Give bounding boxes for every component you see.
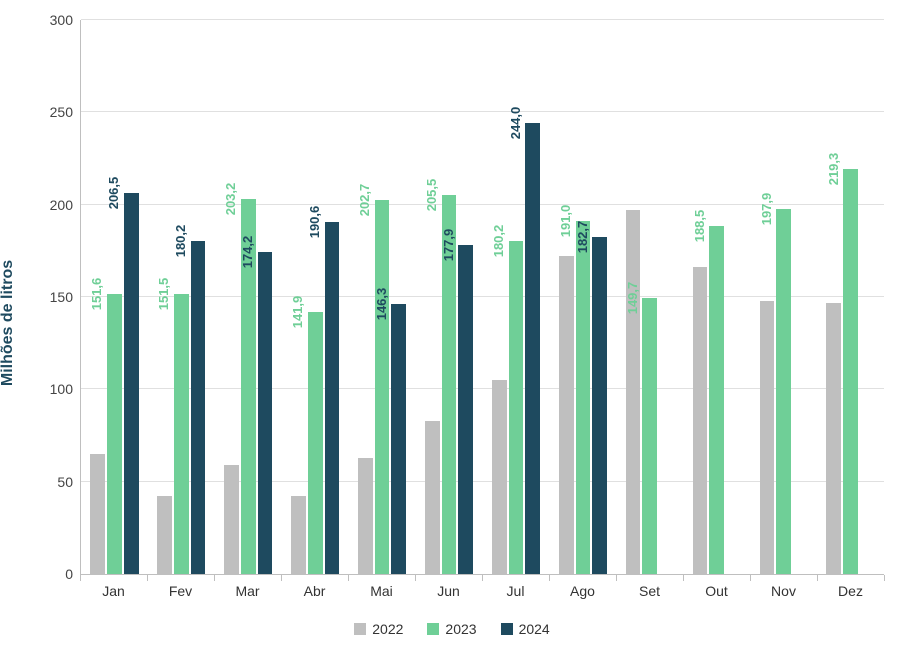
bar: [157, 496, 172, 574]
bar-value-label: 205,5: [424, 178, 439, 211]
bar: 206,5: [124, 193, 139, 574]
bar-value-label: 182,7: [575, 220, 590, 253]
x-axis-label: Nov: [771, 583, 796, 599]
legend-swatch-2022: [354, 623, 366, 635]
y-axis-title: Milhões de litros: [0, 259, 17, 385]
legend-swatch-2023: [427, 623, 439, 635]
bar: 151,5: [174, 294, 189, 574]
bar-value-label: 206,5: [106, 176, 121, 209]
bar-value-label: 149,7: [625, 281, 640, 314]
legend-swatch-2024: [501, 623, 513, 635]
bar-value-label: 191,0: [558, 205, 573, 238]
chart-container: Milhões de litros 0 50 100 150 200 250 300 151,…: [0, 0, 904, 645]
bar-value-label: 197,9: [759, 192, 774, 225]
bar: [760, 301, 775, 574]
x-axis-label: Mar: [235, 583, 259, 599]
x-axis-label: Dez: [838, 583, 863, 599]
legend-item-2024: 2024: [501, 621, 550, 637]
x-axis-label: Abr: [304, 583, 326, 599]
bar-value-label: 202,7: [357, 183, 372, 216]
x-tick: [817, 575, 818, 581]
bar-value-label: 219,3: [826, 153, 841, 186]
bar-value-label: 180,2: [491, 225, 506, 258]
bar: 182,7: [592, 237, 607, 574]
bar: 180,2: [191, 241, 206, 574]
bar: [626, 210, 641, 574]
y-tick-label: 50: [33, 474, 81, 490]
x-axis-label: Ago: [570, 583, 595, 599]
bar: 149,7: [642, 298, 657, 574]
bar: [358, 458, 373, 574]
plot-area: 050100150200250300151,6206,5151,5180,220…: [80, 20, 884, 575]
bar: 190,6: [325, 222, 340, 574]
legend-item-2023: 2023: [427, 621, 476, 637]
x-tick: [549, 575, 550, 581]
bar: [559, 256, 574, 574]
bar-value-label: 203,2: [223, 182, 238, 215]
bar-value-label: 141,9: [290, 296, 305, 329]
x-tick: [80, 575, 81, 581]
x-tick: [415, 575, 416, 581]
x-axis-label: Jul: [507, 583, 525, 599]
bar: 188,5: [709, 226, 724, 574]
bar: 177,9: [458, 245, 473, 574]
bar-value-label: 244,0: [508, 107, 523, 140]
bars-layer: 151,6206,5151,5180,2203,2174,2141,9190,6…: [81, 20, 884, 574]
x-axis-label: Mai: [370, 583, 393, 599]
y-tick-label: 150: [33, 289, 81, 305]
bar: 180,2: [509, 241, 524, 574]
bar: [90, 454, 105, 574]
bar: [693, 267, 708, 574]
x-tick: [884, 575, 885, 581]
bar: [224, 465, 239, 574]
x-tick: [348, 575, 349, 581]
bar: 146,3: [391, 304, 406, 574]
bar: [826, 303, 841, 574]
bar-value-label: 151,6: [89, 278, 104, 311]
bar-value-label: 190,6: [307, 206, 322, 239]
x-tick: [683, 575, 684, 581]
x-tick: [482, 575, 483, 581]
y-tick-label: 0: [33, 566, 81, 582]
bar: 141,9: [308, 312, 323, 574]
bar: 197,9: [776, 209, 791, 574]
bar-value-label: 146,3: [374, 288, 389, 321]
bar: 244,0: [525, 123, 540, 574]
x-tick: [147, 575, 148, 581]
x-axis-labels: Jan Fev Mar Abr Mai Jun Jul Ago Set Out Nov Dez: [80, 581, 884, 601]
y-tick-label: 200: [33, 197, 81, 213]
bar: 219,3: [843, 169, 858, 574]
legend-item-2022: 2022: [354, 621, 403, 637]
y-tick-label: 300: [33, 12, 81, 28]
x-axis-label: Fev: [169, 583, 192, 599]
bar: [425, 421, 440, 574]
bar-value-label: 188,5: [692, 210, 707, 243]
y-tick-label: 100: [33, 381, 81, 397]
x-tick: [214, 575, 215, 581]
bar: 191,0: [576, 221, 591, 574]
x-tick: [281, 575, 282, 581]
legend-label-2022: 2022: [372, 621, 403, 637]
x-tick: [616, 575, 617, 581]
x-axis-label: Jan: [102, 583, 125, 599]
bar: 174,2: [258, 252, 273, 574]
x-axis-label: Out: [705, 583, 728, 599]
x-axis-label: Jun: [437, 583, 460, 599]
bar: 151,6: [107, 294, 122, 574]
bar: 202,7: [375, 200, 390, 574]
bar: [291, 496, 306, 574]
bar-value-label: 151,5: [156, 278, 171, 311]
bar-value-label: 174,2: [240, 236, 255, 269]
x-tick: [750, 575, 751, 581]
x-axis-label: Set: [639, 583, 660, 599]
legend-label-2023: 2023: [445, 621, 476, 637]
y-tick-label: 250: [33, 104, 81, 120]
bar: [492, 380, 507, 574]
legend-label-2024: 2024: [519, 621, 550, 637]
bar-value-label: 177,9: [441, 229, 456, 262]
legend: 2022 2023 2024: [0, 621, 904, 637]
bar-value-label: 180,2: [173, 225, 188, 258]
